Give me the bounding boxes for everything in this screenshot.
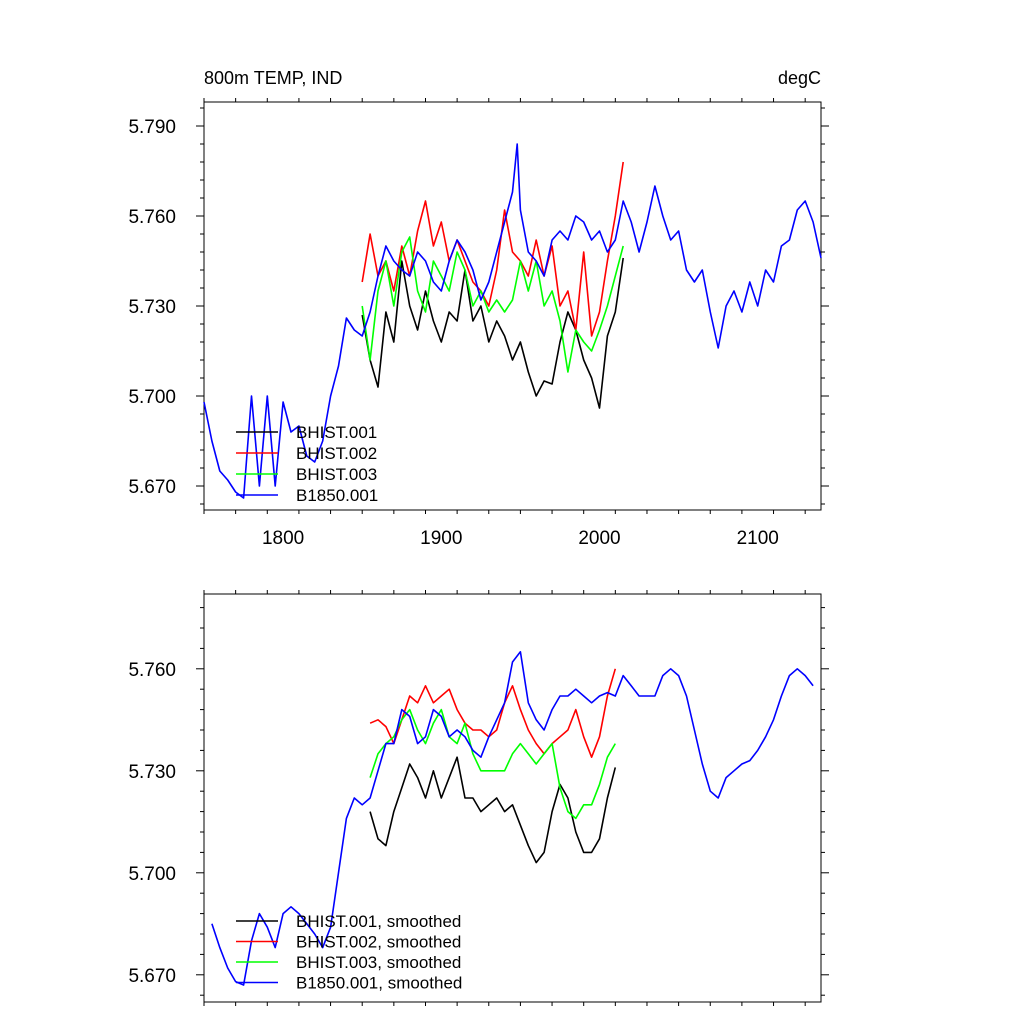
y-tick-labels-top: 5.670 5.700 5.730 5.760 5.790 xyxy=(128,117,176,498)
tick-marks-bottom xyxy=(196,590,829,1006)
y-tick-label: 5.700 xyxy=(128,387,176,408)
chart-title: 800m TEMP, IND xyxy=(204,68,342,88)
x-tick-labels-top: 1800 1900 2000 2100 xyxy=(262,528,779,549)
legend-label-0: BHIST.001, smoothed xyxy=(296,912,461,931)
y-tick-label: 5.760 xyxy=(128,207,176,228)
plot-frame-bottom xyxy=(203,593,822,1003)
top-panel: 800m TEMP, IND degC 5.670 5.700 5.730 5.760… xyxy=(128,68,829,549)
series-lines-bottom xyxy=(211,650,814,986)
y-tick-label: 5.670 xyxy=(128,477,176,498)
series-line-2 xyxy=(361,236,624,373)
series-line-3 xyxy=(211,650,814,986)
legend-label-3: B1850.001 xyxy=(296,486,378,505)
y-tick-label: 5.670 xyxy=(128,966,176,987)
legend-label-2: BHIST.003, smoothed xyxy=(296,953,461,972)
bottom-panel: 5.670 5.700 5.730 5.760 BHIST.001, smoothed… xyxy=(128,590,829,1006)
tick-marks-top xyxy=(196,98,829,514)
series-line-0 xyxy=(369,756,617,864)
legend-top: BHIST.001 BHIST.002 BHIST.003 B1850.001 xyxy=(236,423,378,505)
series-line-3 xyxy=(203,143,822,499)
legend-label-2: BHIST.003 xyxy=(296,465,377,484)
legend-label-0: BHIST.001 xyxy=(296,423,377,442)
legend-label-1: BHIST.002 xyxy=(296,444,377,463)
series-line-2 xyxy=(369,708,616,820)
y-tick-label: 5.700 xyxy=(128,864,176,885)
x-tick-label: 1900 xyxy=(420,528,462,549)
series-line-1 xyxy=(369,668,617,759)
units-label: degC xyxy=(778,68,821,88)
series-line-0 xyxy=(361,257,624,409)
series-lines-top xyxy=(203,143,822,499)
y-tick-label: 5.760 xyxy=(128,660,176,681)
legend-label-3: B1850.001, smoothed xyxy=(296,974,462,993)
x-tick-label: 2000 xyxy=(578,528,620,549)
x-tick-label: 1800 xyxy=(262,528,304,549)
y-tick-labels-bottom: 5.670 5.700 5.730 5.760 xyxy=(128,660,176,987)
y-tick-label: 5.730 xyxy=(128,762,176,783)
series-line-1 xyxy=(361,161,624,337)
y-tick-label: 5.790 xyxy=(128,117,176,138)
legend-bottom: BHIST.001, smoothed BHIST.002, smoothedBH… xyxy=(236,912,462,993)
legend-label-1: BHIST.002, smoothed xyxy=(296,933,461,952)
x-tick-label: 2100 xyxy=(737,528,779,549)
y-tick-label: 5.730 xyxy=(128,297,176,318)
